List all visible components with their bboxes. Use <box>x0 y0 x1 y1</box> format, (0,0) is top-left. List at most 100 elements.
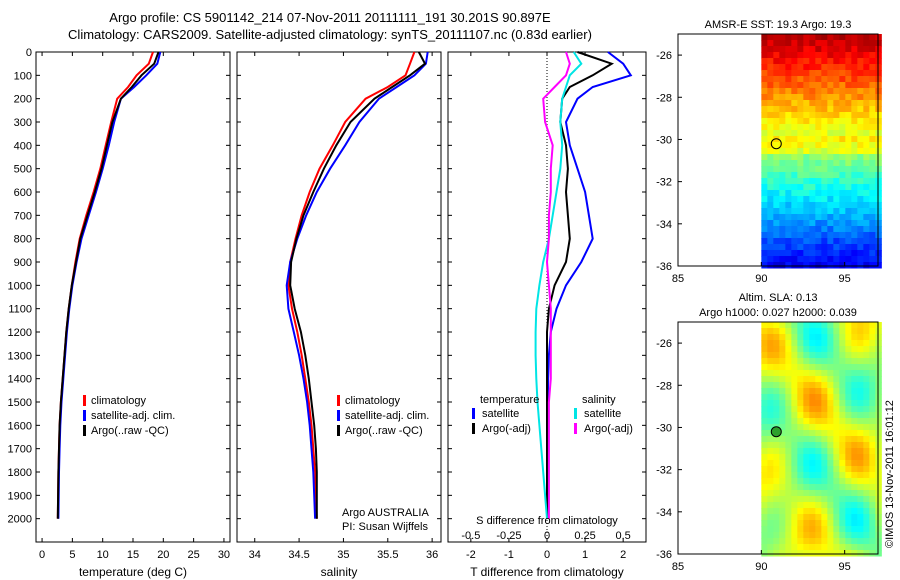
sla_map-cell <box>851 490 858 497</box>
sla_map-cell <box>833 544 840 551</box>
sst_map-cell <box>851 256 858 263</box>
sst_map-cell <box>797 184 804 191</box>
sla_map-cell <box>863 496 870 503</box>
sst_map-cell <box>839 58 846 65</box>
sst_map-cell <box>833 136 840 143</box>
sla_map-cell <box>851 406 858 413</box>
sst_map-cell <box>779 64 786 71</box>
sla_map-cell <box>791 490 798 497</box>
sla_map-cell <box>845 514 852 521</box>
sst_map-cell <box>779 88 786 95</box>
sla_map-cell <box>833 334 840 341</box>
sla_map-y-tick-label: -26 <box>656 338 672 350</box>
sst_map-cell <box>809 88 816 95</box>
sla_map-cell <box>833 490 840 497</box>
sst_map-cell <box>833 118 840 125</box>
sla_map-cell <box>803 388 810 395</box>
sst_map-cell <box>833 82 840 89</box>
sst_map-cell <box>761 214 768 221</box>
sla_map-cell <box>809 550 816 557</box>
sst_map-cell <box>857 166 864 173</box>
sla_map-cell <box>821 388 828 395</box>
sst_map-cell <box>863 112 870 119</box>
sst_map-cell <box>869 70 876 77</box>
sla_map-cell <box>815 358 822 365</box>
sst_map-cell <box>863 142 870 149</box>
sla_map-cell <box>851 334 858 341</box>
sst_map-cell <box>863 154 870 161</box>
sst_map-cell <box>821 178 828 185</box>
sst_map-cell <box>767 214 774 221</box>
sst_map-cell <box>797 100 804 107</box>
sst_map-cell <box>857 88 864 95</box>
sla_map-cell <box>809 454 816 461</box>
sst_map-x-tick-label: 85 <box>672 273 684 285</box>
sst_map-cell <box>845 148 852 155</box>
y-tick-label: 100 <box>14 70 32 82</box>
y-tick-label: 1900 <box>8 490 32 502</box>
sla_map-cell <box>857 322 864 329</box>
sla_map-cell <box>779 502 786 509</box>
sla_map-cell <box>857 436 864 443</box>
sst_map-cell <box>839 214 846 221</box>
sla_map-cell <box>761 508 768 515</box>
sst_map-cell <box>803 82 810 89</box>
sst_map-cell <box>815 88 822 95</box>
sla_map-cell <box>785 520 792 527</box>
sst_map-cell <box>869 100 876 107</box>
sst_map-cell <box>773 82 780 89</box>
sla_map-cell <box>845 322 852 329</box>
sst_map-cell <box>779 58 786 65</box>
sla_map-cell <box>869 490 876 497</box>
sla_map-cell <box>809 400 816 407</box>
sla_map-cell <box>827 514 834 521</box>
sst_map-cell <box>761 232 768 239</box>
sst_map-cell <box>767 40 774 47</box>
sst_map-cell <box>851 40 858 47</box>
sst_map-cell <box>839 94 846 101</box>
sla_map-cell <box>809 394 816 401</box>
sst_map-cell <box>815 160 822 167</box>
sst_map-cell <box>791 82 798 89</box>
sla_map-cell <box>833 550 840 557</box>
sst_map-cell <box>785 172 792 179</box>
sst_map-cell <box>815 100 822 107</box>
sst_map-cell <box>863 220 870 227</box>
sla_map-cell <box>761 334 768 341</box>
sst_map-cell <box>863 226 870 233</box>
sst_map-cell <box>773 190 780 197</box>
sla_map-cell <box>851 370 858 377</box>
sst_map-cell <box>863 202 870 209</box>
sst_map-cell <box>851 142 858 149</box>
sst_map-cell <box>833 52 840 59</box>
sst_map-cell <box>803 178 810 185</box>
sst_map-cell <box>803 148 810 155</box>
sst_map-cell <box>851 118 858 125</box>
legend-swatch <box>337 425 340 436</box>
sla_map-cell <box>851 352 858 359</box>
sla_map-cell <box>797 424 804 431</box>
sla_map-cell <box>863 430 870 437</box>
sst_map-cell <box>797 256 804 263</box>
sla_map-cell <box>833 496 840 503</box>
sst_map-cell <box>869 136 876 143</box>
sla_map-cell <box>767 412 774 419</box>
sst_map-cell <box>833 70 840 77</box>
sla_map-cell <box>833 322 840 329</box>
sst_map-cell <box>845 64 852 71</box>
sst_map-cell <box>827 118 834 125</box>
sst_map-cell <box>761 202 768 209</box>
sla_map-cell <box>803 340 810 347</box>
sla_map-cell <box>833 424 840 431</box>
sst_map-cell <box>797 178 804 185</box>
sla_map-cell <box>785 328 792 335</box>
y-tick-label: 1500 <box>8 397 32 409</box>
sla_map-cell <box>785 364 792 371</box>
sst_map-cell <box>845 88 852 95</box>
sst_map-cell <box>821 214 828 221</box>
sst_map-cell <box>785 130 792 137</box>
sla_map-cell <box>869 400 876 407</box>
sst_map-x-tick-label: 95 <box>839 273 851 285</box>
sla_map-cell <box>821 340 828 347</box>
sla_map-cell <box>785 370 792 377</box>
